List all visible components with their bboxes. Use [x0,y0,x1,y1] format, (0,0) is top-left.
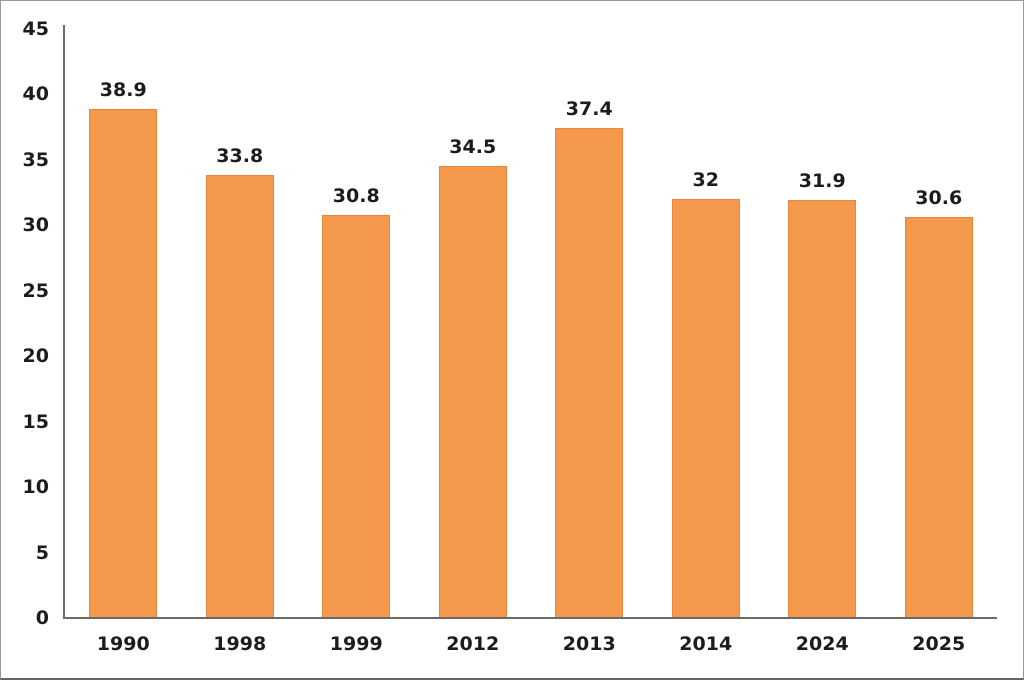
y-tick-label-20: 20 [22,345,49,368]
y-tick-label-40: 40 [22,83,49,106]
x-category-label-2024: 2024 [795,633,849,655]
x-category-label-2025: 2025 [912,633,966,655]
bar-1999 [322,214,391,617]
bar-value-label-2024: 31.9 [798,170,846,193]
x-category-label-1990: 1990 [96,633,150,655]
bar-value-label-1999: 30.8 [332,184,380,207]
bar-2025 [904,217,973,617]
bar-1990 [89,108,158,617]
y-tick-label-0: 0 [35,607,49,629]
bar-slot-2012: 34.5 [415,29,532,617]
y-tick-label-35: 35 [22,148,49,171]
bar-1998 [205,175,274,617]
bar-value-label-2014: 32 [692,168,719,191]
x-category-label-2012: 2012 [446,633,500,655]
y-tick-label-25: 25 [22,279,49,302]
y-tick-label-45: 45 [22,18,49,40]
bar-slot-2025: 30.6 [881,29,998,617]
x-category-label-1998: 1998 [213,633,267,655]
bar-slot-1998: 33.8 [182,29,299,617]
x-axis-line [63,617,997,619]
y-tick-label-30: 30 [22,214,49,237]
y-axis-line [63,25,65,618]
bar-slot-2024: 31.9 [764,29,881,617]
bar-slot-2013: 37.4 [531,29,648,617]
bar-2024 [788,200,857,617]
bar-value-label-2013: 37.4 [565,98,613,121]
y-tick-label-5: 5 [35,541,49,564]
x-category-label-1999: 1999 [329,633,383,655]
bar-value-label-2012: 34.5 [449,136,497,159]
y-tick-label-15: 15 [22,410,49,433]
bar-slot-2014: 32 [648,29,765,617]
bar-value-label-1998: 33.8 [216,145,264,168]
x-axis-category-labels: 1990 1998 1999 2012 2013 2014 2024 2025 [65,633,997,655]
bar-value-label-2025: 30.6 [915,187,963,210]
y-tick-label-10: 10 [22,476,49,499]
x-category-label-2014: 2014 [679,633,733,655]
bar-2012 [438,166,507,617]
bar-slot-1999: 30.8 [298,29,415,617]
bar-2014 [671,198,740,617]
plot-area: 38.9 33.8 30.8 34.5 37.4 32 31.9 30.6 [65,29,997,617]
bar-value-label-1990: 38.9 [99,78,147,101]
bar-slot-1990: 38.9 [65,29,182,617]
x-category-label-2013: 2013 [562,633,616,655]
bar-2013 [555,128,624,617]
y-axis-tick-labels: 0 5 10 15 20 25 30 35 40 45 [7,18,49,629]
